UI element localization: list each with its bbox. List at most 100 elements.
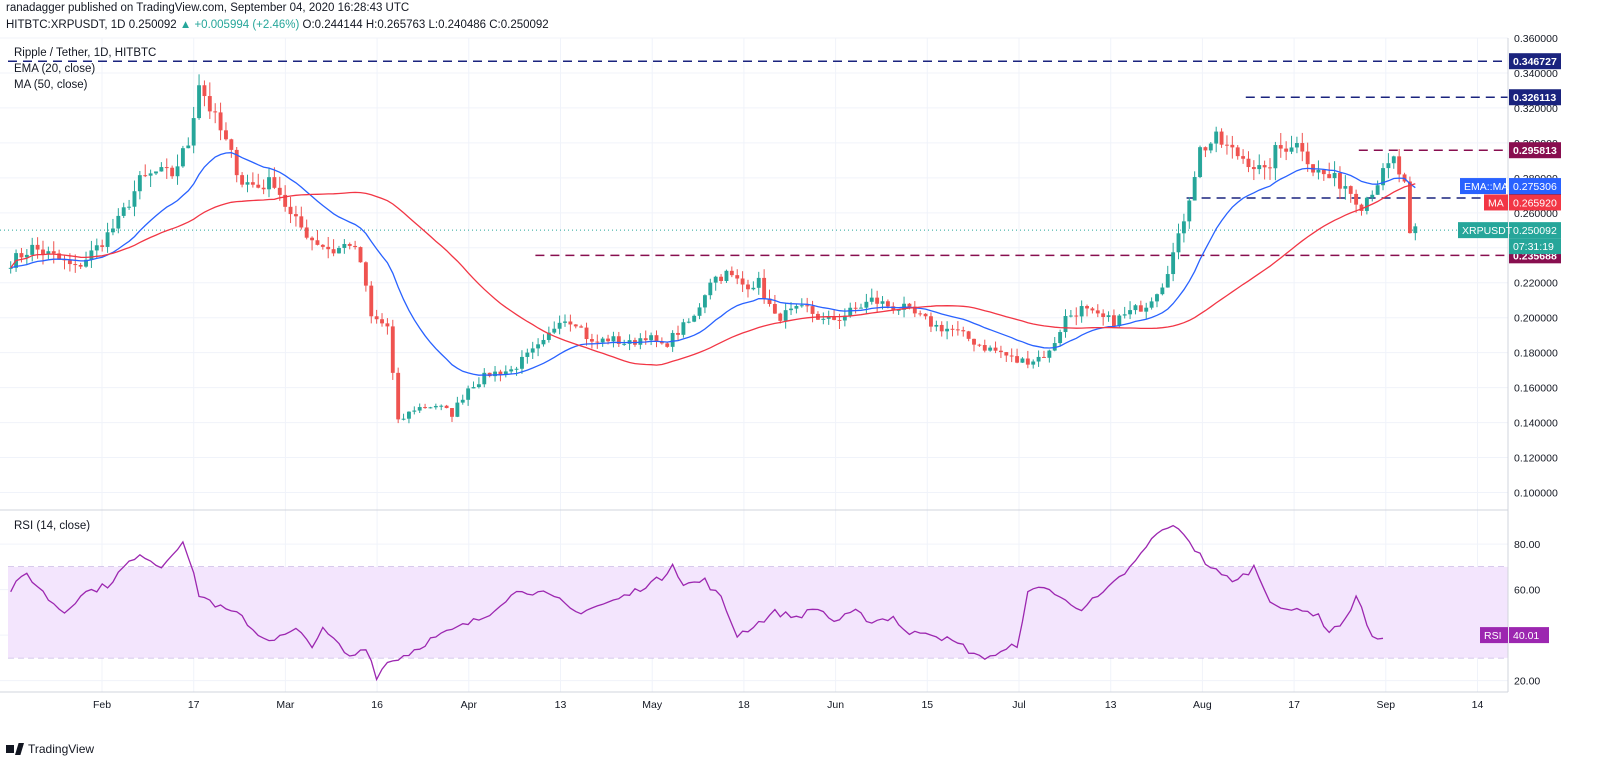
candle [832,310,837,321]
candle [988,345,993,352]
candle [584,322,589,346]
candle-body [724,270,729,282]
level-tag-bg [1509,53,1561,70]
candle [363,261,368,292]
candle-body [595,341,600,343]
candle-body [1235,147,1240,157]
candle-body [154,171,158,174]
candle-body [606,338,610,342]
candle-body [213,111,218,113]
candle-body [78,264,83,267]
candle [277,176,282,201]
ema-legend[interactable]: EMA (20, close) [14,63,95,75]
price-tick-0: 0.360000 [1514,33,1558,45]
candle [342,239,347,254]
candle-body [1225,144,1229,146]
change-value: ▲ +0.005994 (+2.46%) [179,19,300,31]
candle [751,281,756,291]
time-tick-15: 14 [1472,699,1484,711]
candle-body [1176,233,1181,253]
candle-body [121,207,126,216]
footer[interactable]: TradingView [6,742,94,756]
candle [649,332,654,346]
candle [1354,189,1359,213]
candle [132,180,137,217]
candle [331,239,336,257]
candle-body [100,245,105,247]
candle-body [993,347,998,351]
candle [1370,190,1375,202]
candle-body [1386,163,1391,169]
candle-body [1138,305,1143,312]
candle-body [1052,343,1057,351]
candle [148,169,153,187]
price-axis[interactable]: 0.3600000.3400000.3200000.3000000.280000… [1514,33,1558,500]
candle [337,245,341,254]
candle-body [1327,174,1332,179]
candle-body [137,175,142,192]
candle [180,145,185,168]
candle-body [955,329,960,331]
candle [573,324,578,329]
candle-body [552,328,557,333]
candle [175,154,180,185]
candle [1343,175,1348,200]
candle-body [584,327,589,340]
candle [105,222,110,253]
candle-body [735,275,740,279]
candle-body [105,232,110,247]
chart-title: Ripple / Tether, 1D, HITBTC [14,47,156,59]
rsi-value-tag-text: 40.01 [1513,630,1539,642]
candle [197,74,201,120]
candle-body [1407,181,1412,234]
candle-body [180,148,185,167]
candle-body [428,407,433,409]
rsi-label-tag-text: RSI [1484,630,1502,642]
candle-body [842,315,847,321]
candle [1386,153,1391,179]
candle-body [557,322,562,329]
rsi-tick-1: 60.00 [1514,585,1540,597]
candle-body [229,139,234,150]
symbol-label-tag: XRPUSDT [1458,222,1513,239]
candle [557,315,562,335]
candle-body [1332,172,1337,179]
candle-body [439,405,444,407]
candle [859,303,863,309]
candle [385,318,390,335]
ma-legend[interactable]: MA (50, close) [14,79,88,91]
candle-body [509,369,514,372]
candle-body [1031,361,1036,365]
candle-body [821,318,826,320]
candle [929,312,933,333]
candle [1144,302,1149,319]
candle-body [1284,148,1289,152]
candle [799,298,804,308]
candle-body [1090,308,1095,311]
rsi-legend[interactable]: RSI (14, close) [14,520,90,532]
candle-body [444,405,449,409]
candle-body [1300,143,1305,152]
candle [30,237,35,262]
candle [1171,242,1176,282]
candle-body [1117,315,1122,327]
candle-body [326,246,331,250]
candle [1364,196,1369,215]
price-tick-11: 0.140000 [1514,418,1558,430]
chart-area[interactable]: 0.3600000.3400000.3200000.3000000.280000… [0,0,1600,740]
ma-value-tag: 0.265920 [1509,194,1561,211]
candle-body [622,343,627,345]
candle [1047,349,1052,363]
candle [1241,149,1246,164]
candle [116,208,121,234]
candle-body [1230,144,1235,148]
candle-body [1015,356,1020,363]
candle-body [347,244,352,246]
candle-body [1203,147,1208,151]
candle [1192,171,1197,201]
time-axis[interactable]: Feb 17 Mar 16 Apr 13 May 18 Jun 15 Jul 13 Aug 17 Sep 14 [93,699,1484,711]
candle [1359,203,1364,216]
candle-body [385,323,390,327]
candle-body [1208,143,1213,151]
